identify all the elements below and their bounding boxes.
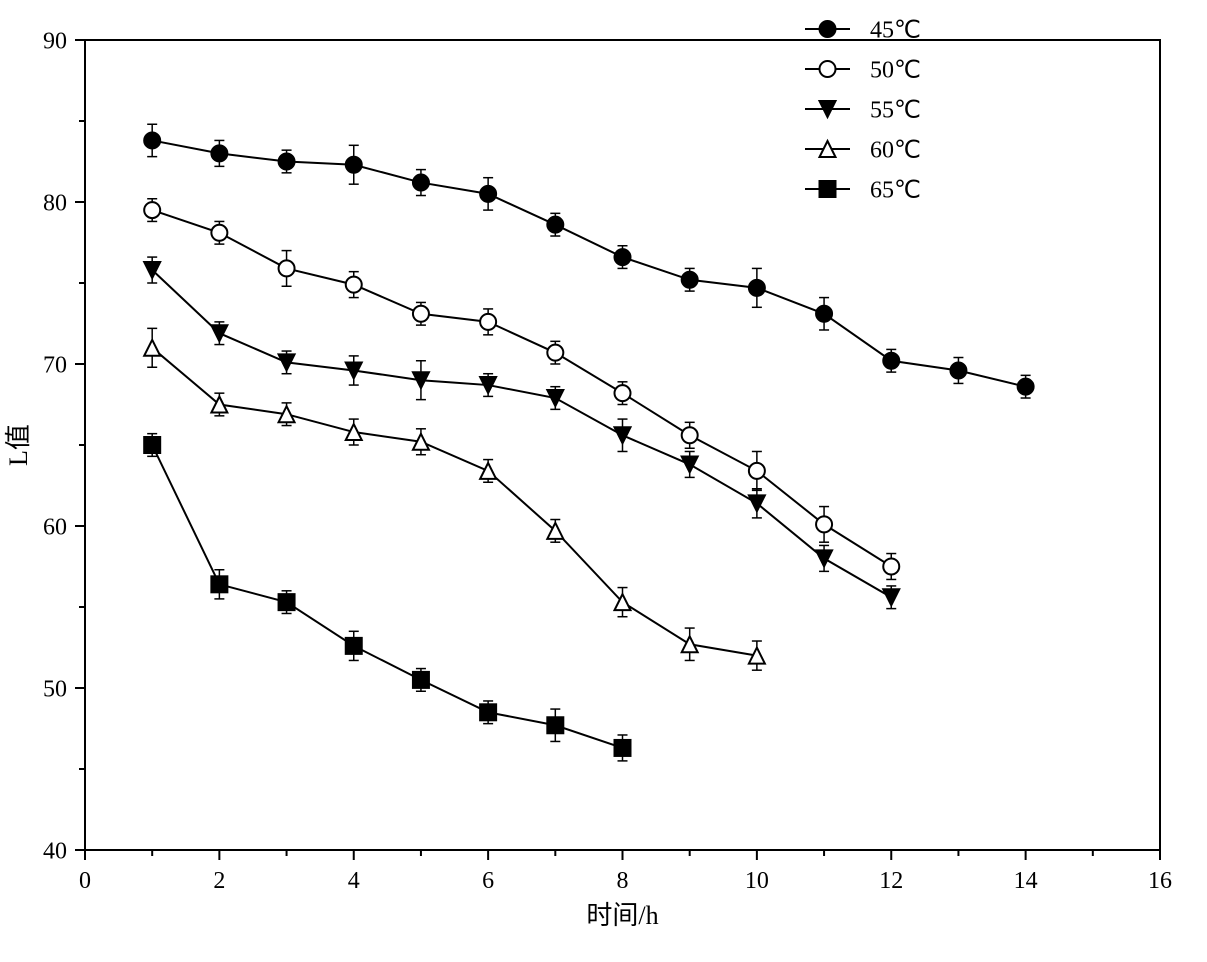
marker-circle-filled [547, 217, 563, 233]
y-tick-label: 40 [43, 838, 67, 864]
legend-label: 50℃ [870, 57, 921, 83]
x-tick-label: 2 [213, 868, 225, 894]
y-tick-label: 50 [43, 676, 67, 702]
marker-circle-open [480, 314, 496, 330]
y-tick-label: 80 [43, 190, 67, 216]
marker-circle-filled [480, 186, 496, 202]
marker-circle-open [816, 516, 832, 532]
marker-circle-filled [1018, 379, 1034, 395]
x-tick-label: 10 [745, 868, 769, 894]
marker-square-filled [279, 594, 295, 610]
marker-circle-open [820, 61, 836, 77]
marker-circle-open [413, 306, 429, 322]
legend-label: 65℃ [870, 177, 921, 203]
chart-background [0, 0, 1207, 957]
y-axis-label: L值 [4, 424, 33, 466]
legend-label: 55℃ [870, 97, 921, 123]
marker-circle-open [615, 385, 631, 401]
marker-circle-filled [279, 154, 295, 170]
marker-circle-filled [615, 249, 631, 265]
x-tick-label: 4 [348, 868, 360, 894]
marker-square-filled [615, 740, 631, 756]
x-tick-label: 16 [1148, 868, 1172, 894]
x-tick-label: 6 [482, 868, 494, 894]
marker-circle-open [144, 202, 160, 218]
marker-square-filled [547, 717, 563, 733]
marker-square-filled [480, 704, 496, 720]
marker-square-filled [820, 181, 836, 197]
marker-circle-open [749, 463, 765, 479]
y-tick-label: 70 [43, 352, 67, 378]
marker-square-filled [346, 638, 362, 654]
chart-container: 0 2 4 6 8 10 12 14 16 时间/h 40 50 60 70 80 90 L值 45℃ 50℃ 55℃… [0, 0, 1207, 962]
marker-circle-filled [346, 157, 362, 173]
marker-circle-filled [413, 175, 429, 191]
legend-label: 60℃ [870, 137, 921, 163]
marker-circle-filled [883, 353, 899, 369]
marker-circle-filled [820, 21, 836, 37]
marker-circle-open [547, 345, 563, 361]
marker-square-filled [413, 672, 429, 688]
y-tick-label: 60 [43, 514, 67, 540]
x-axis-label: 时间/h [586, 901, 658, 930]
marker-circle-filled [749, 280, 765, 296]
marker-circle-open [883, 559, 899, 575]
marker-circle-filled [950, 362, 966, 378]
marker-circle-filled [211, 145, 227, 161]
marker-circle-open [682, 427, 698, 443]
x-tick-label: 0 [79, 868, 91, 894]
marker-circle-filled [816, 306, 832, 322]
marker-circle-open [346, 277, 362, 293]
x-tick-label: 14 [1014, 868, 1038, 894]
line-chart: 0 2 4 6 8 10 12 14 16 时间/h 40 50 60 70 80 90 L值 45℃ 50℃ 55℃… [0, 0, 1207, 957]
x-tick-label: 12 [879, 868, 903, 894]
marker-square-filled [211, 576, 227, 592]
marker-circle-filled [682, 272, 698, 288]
legend-label: 45℃ [870, 17, 921, 43]
marker-circle-open [279, 260, 295, 276]
x-tick-label: 8 [617, 868, 629, 894]
marker-square-filled [144, 437, 160, 453]
y-tick-label: 90 [43, 28, 67, 54]
marker-circle-filled [144, 132, 160, 148]
marker-circle-open [211, 225, 227, 241]
